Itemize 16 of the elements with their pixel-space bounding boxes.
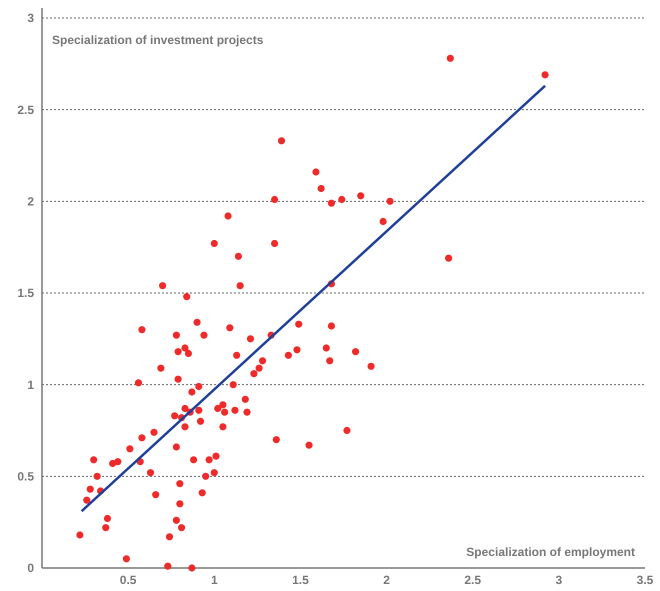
x-tick-label: 0.5 (120, 573, 137, 587)
x-tick-label: 1.5 (292, 573, 310, 587)
y-axis-title: Specialization of investment projects (52, 33, 264, 47)
x-tick-label: 2 (383, 573, 390, 587)
y-tick-label: 0 (27, 561, 34, 576)
y-tick-label: 3 (27, 11, 34, 26)
x-axis-title: Specialization of employment (466, 545, 635, 559)
y-tick-label: 1.5 (17, 286, 34, 300)
x-tick-label: 2.5 (464, 573, 482, 587)
y-tick-label: 2.5 (17, 102, 34, 117)
x-tick-label: 3.5 (636, 573, 654, 587)
y-tick-label: 0.5 (17, 470, 34, 484)
x-tick-label: 1 (210, 573, 218, 587)
y-tick-label: 1 (27, 378, 34, 392)
y-tick-label: 2 (27, 194, 34, 209)
x-tick-label: 3 (556, 573, 563, 587)
